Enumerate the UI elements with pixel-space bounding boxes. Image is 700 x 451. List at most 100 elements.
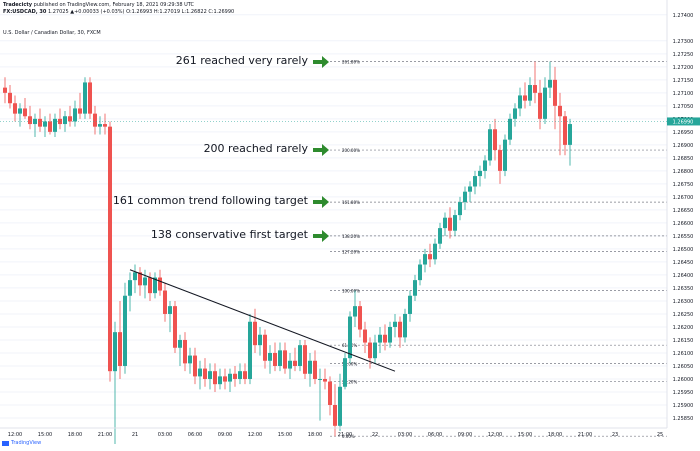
candle-up[interactable] xyxy=(348,311,352,364)
candle-up[interactable] xyxy=(433,238,437,265)
candle-down[interactable] xyxy=(563,111,567,156)
candle-up[interactable] xyxy=(248,313,252,385)
candle-down[interactable] xyxy=(358,300,362,338)
candle-up[interactable] xyxy=(468,181,472,203)
candle-down[interactable] xyxy=(533,61,537,104)
candle-down[interactable] xyxy=(203,358,207,387)
candle-down[interactable] xyxy=(498,144,502,184)
candle-up[interactable] xyxy=(98,116,102,135)
candle-down[interactable] xyxy=(493,118,497,161)
candle-down[interactable] xyxy=(398,316,402,348)
candle-down[interactable] xyxy=(3,77,7,104)
candle-up[interactable] xyxy=(543,77,547,125)
candle-down[interactable] xyxy=(183,332,187,372)
candle-up[interactable] xyxy=(298,339,302,372)
candle-up[interactable] xyxy=(128,272,132,312)
candle-up[interactable] xyxy=(43,116,47,138)
candle-up[interactable] xyxy=(548,61,552,99)
candle-down[interactable] xyxy=(213,363,217,392)
candle-down[interactable] xyxy=(253,308,257,353)
candle-up[interactable] xyxy=(83,77,87,119)
candle-down[interactable] xyxy=(23,98,27,119)
price-axis[interactable]: 1.27400 1.27300 1.27250 1.27200 1.27150 1.271… xyxy=(673,13,694,422)
candle-up[interactable] xyxy=(133,264,137,294)
candle-up[interactable] xyxy=(228,368,232,392)
candle-down[interactable] xyxy=(8,85,12,109)
candle-down[interactable] xyxy=(108,121,112,382)
candle-down[interactable] xyxy=(313,350,317,385)
candle-up[interactable] xyxy=(408,290,412,322)
candle-up[interactable] xyxy=(473,170,477,195)
candle-up[interactable] xyxy=(73,100,77,127)
candle-down[interactable] xyxy=(68,105,72,127)
candle-down[interactable] xyxy=(93,105,97,135)
candle-down[interactable] xyxy=(193,347,197,385)
candle-up[interactable] xyxy=(198,360,202,390)
candle-down[interactable] xyxy=(13,95,17,122)
candle-up[interactable] xyxy=(518,87,522,117)
candle-down[interactable] xyxy=(103,113,107,135)
candle-down[interactable] xyxy=(243,363,247,385)
candle-down[interactable] xyxy=(448,207,452,239)
candle-up[interactable] xyxy=(443,212,447,236)
candle-up[interactable] xyxy=(153,272,157,299)
candle-up[interactable] xyxy=(438,222,442,249)
candle-up[interactable] xyxy=(373,334,377,364)
candle-up[interactable] xyxy=(528,77,532,106)
candle-up[interactable] xyxy=(488,124,492,166)
candle-up[interactable] xyxy=(423,248,427,273)
candle-up[interactable] xyxy=(53,113,57,138)
candle-down[interactable] xyxy=(273,342,277,372)
candle-up[interactable] xyxy=(168,300,172,333)
candle-up[interactable] xyxy=(33,113,37,138)
candle-up[interactable] xyxy=(208,363,212,390)
candle-up[interactable] xyxy=(318,368,322,421)
candle-up[interactable] xyxy=(568,118,572,166)
candle-down[interactable] xyxy=(538,79,542,130)
trendline-segment[interactable] xyxy=(129,269,396,372)
candle-up[interactable] xyxy=(123,282,127,374)
candle-up[interactable] xyxy=(113,321,117,445)
candle-up[interactable] xyxy=(308,352,312,387)
candle-up[interactable] xyxy=(458,196,462,221)
candle-up[interactable] xyxy=(378,326,382,353)
candle-up[interactable] xyxy=(503,134,507,177)
candle-up[interactable] xyxy=(393,313,397,338)
candle-down[interactable] xyxy=(223,368,227,390)
trendline[interactable] xyxy=(129,269,396,372)
candle-down[interactable] xyxy=(118,300,122,379)
candle-up[interactable] xyxy=(483,155,487,179)
candle-down[interactable] xyxy=(163,282,167,322)
candle-down[interactable] xyxy=(303,339,307,379)
candle-down[interactable] xyxy=(328,376,332,416)
candle-up[interactable] xyxy=(338,373,342,432)
candle-up[interactable] xyxy=(18,103,22,127)
candle-up[interactable] xyxy=(453,209,457,236)
candle-up[interactable] xyxy=(288,352,292,379)
candle-up[interactable] xyxy=(353,290,357,327)
candle-up[interactable] xyxy=(413,274,417,301)
candle-down[interactable] xyxy=(428,243,432,268)
time-axis[interactable]: 12:00 15:00 18:00 21:00 21 03:00 06:00 09:00 12:… xyxy=(8,432,663,438)
candle-up[interactable] xyxy=(143,269,147,299)
candle-down[interactable] xyxy=(263,329,267,369)
candle-down[interactable] xyxy=(158,269,162,296)
candle-down[interactable] xyxy=(558,92,562,156)
candle-up[interactable] xyxy=(418,259,422,286)
candle-down[interactable] xyxy=(323,368,327,390)
candle-down[interactable] xyxy=(368,337,372,369)
candle-down[interactable] xyxy=(138,267,142,296)
candle-up[interactable] xyxy=(403,308,407,343)
candle-down[interactable] xyxy=(48,113,52,135)
candle-up[interactable] xyxy=(513,103,517,127)
candle-up[interactable] xyxy=(258,326,262,356)
candle-down[interactable] xyxy=(293,347,297,372)
candle-down[interactable] xyxy=(28,105,32,130)
candle-up[interactable] xyxy=(218,368,222,390)
candle-down[interactable] xyxy=(88,77,92,119)
candle-down[interactable] xyxy=(383,324,387,351)
candle-up[interactable] xyxy=(508,113,512,145)
candle-up[interactable] xyxy=(63,111,67,132)
candle-up[interactable] xyxy=(238,363,242,385)
